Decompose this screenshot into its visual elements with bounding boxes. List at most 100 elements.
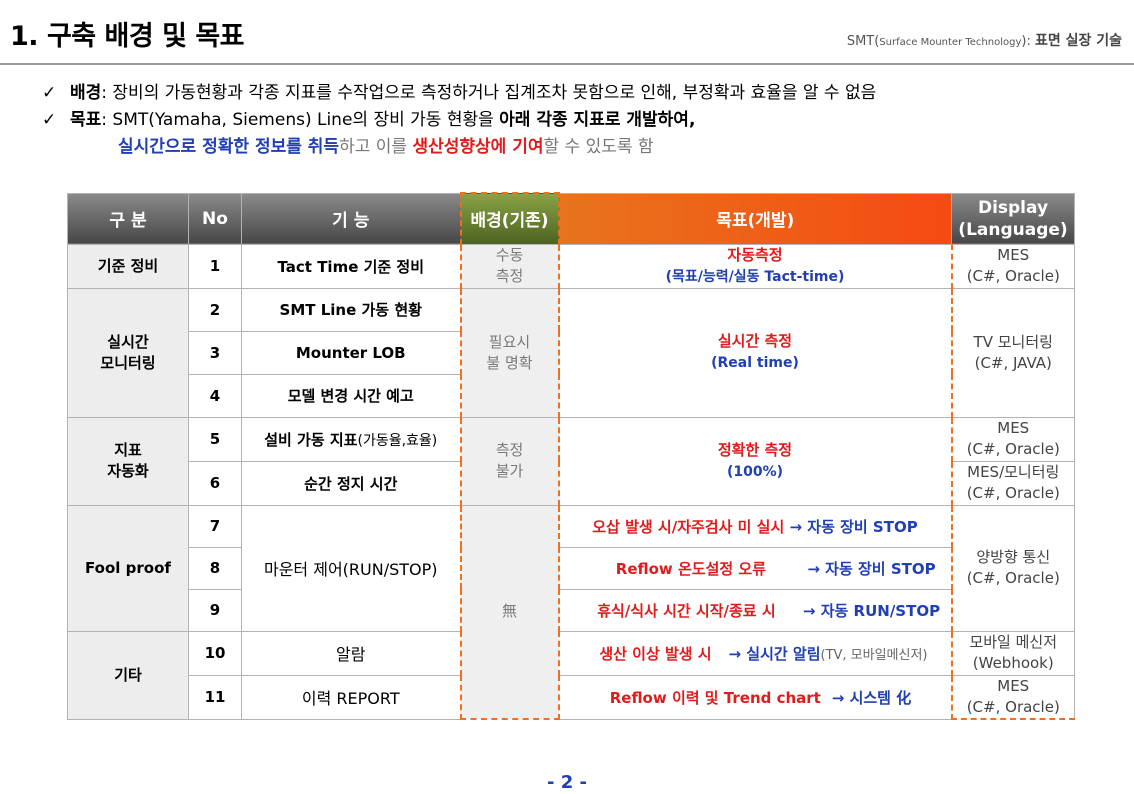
category-line2: 모니터링 [100, 353, 156, 372]
no-cell: 4 [188, 373, 242, 418]
goal-blue: (목표/능력/실동 Tact-time) [665, 268, 845, 285]
goal-blue: → 자동 장비 STOP [789, 517, 918, 536]
title-divider [0, 63, 1134, 65]
category-line2: 자동화 [107, 462, 149, 480]
goal-red: 정확한 측정 [717, 440, 793, 459]
bullet-list: ✓ 배경: 장비의 가동현황과 각종 지표를 수작업으로 측정하거나 집계조차 못… [42, 80, 876, 161]
display-cell: MES (C#, Oracle) [950, 243, 1075, 289]
table-header-row: 구 분 No 기 능 배경(기존) 목표(개발) Display (Languag… [67, 192, 1075, 245]
display-line2: (C#, Oracle) [966, 697, 1060, 716]
function-main: 설비 가동 지표 [264, 430, 358, 449]
goal-cell: Reflow 온도설정 오류 → 자동 장비 STOP [558, 546, 952, 590]
no-cell: 5 [188, 416, 242, 462]
goal-red: 오삽 발생 시/자주검사 미 실시 [592, 517, 790, 536]
background-line1: 측정 [495, 441, 524, 459]
table-row: 3 Mounter LOB [68, 330, 1075, 375]
display-cell: MES/모니터링 (C#, Oracle) [950, 460, 1075, 506]
goal-cell: 휴식/식사 시간 시작/종료 시 → 자동 RUN/STOP [558, 588, 952, 632]
background-line2: 불가 [495, 462, 524, 480]
goal-blue: → 시스템 化 [831, 688, 912, 707]
function-cell: SMT Line 가동 현황 [241, 287, 461, 332]
category-cell: Fool proof [67, 504, 189, 632]
subtitle-small: Surface Mounter Technology [879, 37, 1022, 48]
page-number: - 2 - [547, 772, 587, 793]
table-row: 지표 자동화 5 설비 가동 지표(가동율,효율) 측정 불가 정확한 측정 (100… [67, 416, 1075, 506]
display-line1: MES [997, 246, 1030, 264]
display-line2: (C#, Oracle) [966, 484, 1060, 502]
function-cell: 모델 변경 시간 예고 [241, 373, 461, 418]
category-line1: 실시간 [107, 332, 149, 351]
display-cell: 양방향 통신 (C#, Oracle) [950, 504, 1075, 632]
goal-blue: → 실시간 알림 [728, 644, 821, 663]
header-background: 배경(기존) [459, 192, 560, 245]
goal-red: 휴식/식사 시간 시작/종료 시 [597, 601, 776, 620]
goal-cell: Reflow 이력 및 Trend chart → 시스템 化 [558, 674, 952, 720]
goal-red: Reflow 온도설정 오류 [615, 559, 767, 578]
page-title: 1. 구축 배경 및 목표 [10, 21, 245, 52]
goal-red: Reflow 이력 및 Trend chart [609, 688, 821, 707]
goal-red: 자동측정 [727, 245, 783, 264]
background-label: 배경 [70, 83, 102, 103]
goal-blue: → 자동 RUN/STOP [802, 601, 941, 620]
display-line2: (C#, Oracle) [966, 569, 1060, 587]
no-cell: 1 [188, 243, 242, 289]
no-cell: 7 [188, 504, 242, 548]
table-row: 9 휴식/식사 시간 시작/종료 시 → 자동 RUN/STOP [68, 588, 1075, 632]
header-category: 구 분 [67, 192, 189, 245]
subtitle-prefix: SMT( [846, 34, 880, 49]
bullet-goal: ✓ 목표: SMT(Yamaha, Siemens) Line의 장비 가동 현황… [42, 107, 876, 134]
goals-table: 구 분 No 기 능 배경(기존) 목표(개발) Display (Languag… [67, 192, 1075, 720]
function-cell: 마운터 제어(RUN/STOP) [241, 504, 461, 632]
no-cell: 3 [188, 330, 242, 375]
goal-cell: 정확한 측정 (100%) [558, 416, 952, 506]
function-cell: 알람 [241, 630, 461, 676]
bullet-background: ✓ 배경: 장비의 가동현황과 각종 지표를 수작업으로 측정하거나 집계조차 못… [42, 80, 876, 107]
bullet-goal-continued: 실시간으로 정확한 정보를 취득하고 이를 생산성향상에 기여할 수 있도록 함 [42, 134, 876, 161]
display-cell: 모바일 메신저 (Webhook) [950, 630, 1075, 676]
function-cell: 순간 정지 시간 [241, 460, 461, 506]
goal-gray-text-2: 할 수 있도록 함 [543, 137, 654, 157]
goal-red: 실시간 측정 [717, 332, 793, 350]
goal-red: 생산 이상 발생 시 [599, 644, 712, 663]
subtitle-bold: 표면 실장 기술 [1034, 33, 1122, 49]
table-row: 기타 10 알람 생산 이상 발생 시 → 실시간 알림(TV, 모바일메신저) … [67, 630, 1075, 720]
goal-gray-text-1: 하고 이를 [339, 137, 413, 157]
no-cell: 9 [188, 588, 242, 632]
no-cell: 10 [188, 630, 242, 676]
display-line2: (Webhook) [972, 654, 1054, 672]
display-cell: MES (C#, Oracle) [950, 416, 1075, 462]
display-line1: 양방향 통신 [976, 548, 1051, 566]
background-line2: 불 명확 [486, 353, 533, 372]
display-cell: TV 모니터링 (C#, JAVA) [950, 287, 1075, 418]
display-line1: MES [997, 419, 1030, 437]
table-row: 기준 정비 1 Tact Time 기준 정비 수동 측정 자동측정 (목표/능력/… [67, 243, 1075, 289]
function-cell: 이력 REPORT [241, 674, 461, 720]
goal-cell: 생산 이상 발생 시 → 실시간 알림(TV, 모바일메신저) [558, 630, 952, 676]
table-row: 11 이력 REPORT Reflow 이력 및 Trend chart → 시스… [68, 674, 1075, 720]
goal-blue: (100%) [726, 463, 784, 480]
header-function: 기 능 [241, 192, 461, 245]
function-cell: Tact Time 기준 정비 [241, 243, 461, 289]
display-line2: (C#, Oracle) [966, 267, 1060, 285]
background-line1: 수동 [495, 246, 524, 264]
header-display-line1: Display [977, 197, 1049, 218]
no-cell: 8 [188, 546, 242, 590]
background-line2: 측정 [495, 267, 524, 285]
display-line1: TV 모니터링 [973, 332, 1053, 351]
display-line1: MES [997, 676, 1030, 695]
goal-cell: 오삽 발생 시/자주검사 미 실시 → 자동 장비 STOP [558, 504, 952, 548]
goal-blue-text: 실시간으로 정확한 정보를 취득 [118, 137, 340, 157]
table-row: 6 순간 정지 시간 MES/모니터링 (C#, Oracle) [68, 460, 1075, 506]
check-icon: ✓ [42, 83, 57, 103]
background-line1: 필요시 [488, 332, 531, 351]
check-icon: ✓ [42, 110, 57, 130]
display-cell: MES (C#, Oracle) [950, 674, 1075, 720]
function-cell: Mounter LOB [241, 330, 461, 375]
header-no: No [188, 192, 242, 245]
goal-gray: (TV, 모바일메신저) [820, 647, 928, 663]
background-cell: 無 [459, 504, 560, 720]
goal-blue: → 자동 장비 STOP [807, 559, 936, 578]
background-text: : 장비의 가동현황과 각종 지표를 수작업으로 측정하거나 집계조차 못함으로… [101, 83, 877, 103]
table-row: 8 Reflow 온도설정 오류 → 자동 장비 STOP [68, 546, 1075, 590]
